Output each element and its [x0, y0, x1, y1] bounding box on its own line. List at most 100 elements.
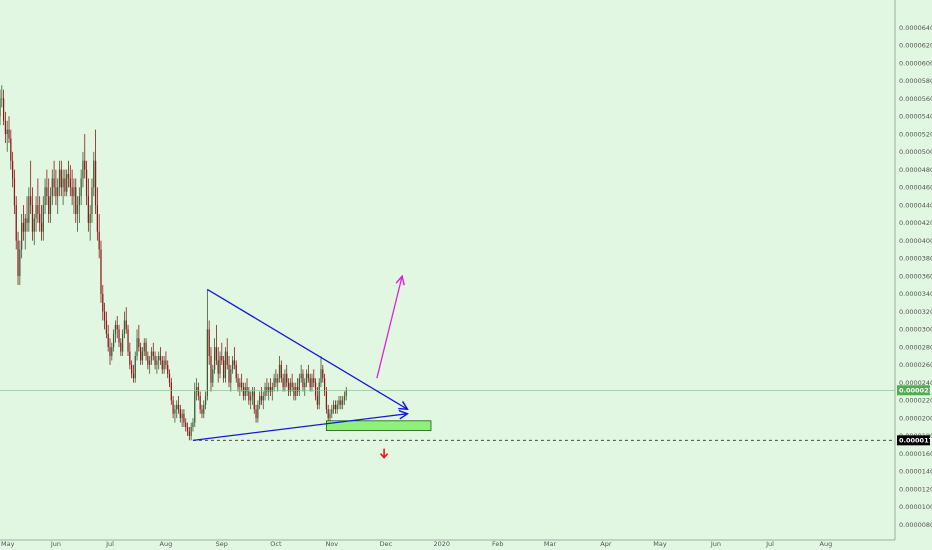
candle-body — [118, 329, 120, 343]
candle — [181, 409, 183, 428]
candle — [46, 169, 48, 206]
candle-body — [10, 138, 12, 161]
candle — [118, 324, 120, 348]
candle-body — [1, 98, 3, 100]
candle — [71, 169, 73, 206]
candle — [293, 382, 295, 401]
candle — [231, 356, 234, 374]
candle-body — [21, 222, 23, 250]
candle-body — [60, 169, 62, 188]
candle — [30, 160, 32, 214]
candle-body — [62, 178, 64, 188]
price-tick-label: 0.00002200 — [899, 397, 932, 405]
candle — [13, 169, 16, 214]
price-tick-label: 0.00003000 — [899, 326, 932, 334]
candle — [87, 178, 89, 232]
candle — [222, 356, 225, 383]
triangle-lower-trendline[interactable] — [192, 414, 408, 441]
candle-body — [141, 351, 144, 361]
candle — [287, 378, 290, 396]
candle — [168, 369, 171, 388]
candle-body — [0, 98, 1, 117]
candle-body — [15, 205, 17, 241]
breakout-target-arrow[interactable] — [376, 276, 402, 379]
candle-body — [152, 351, 154, 356]
candle-body — [336, 404, 338, 410]
candle — [89, 205, 91, 241]
candle-body — [58, 169, 61, 188]
candle — [345, 387, 347, 401]
price-tick-label: 0.00004200 — [899, 219, 932, 227]
candle — [340, 395, 342, 410]
candle-body — [165, 360, 167, 365]
candle-body — [246, 387, 248, 392]
candle — [185, 418, 187, 432]
candle-body — [76, 205, 79, 214]
price-tick-label: 0.00001400 — [899, 468, 932, 476]
candle — [127, 324, 129, 356]
price-axis[interactable]: 0.00006400 0.00006200 0.00006000 0.00005800… — [899, 24, 932, 529]
candle — [125, 307, 127, 334]
candle — [183, 409, 185, 428]
time-tick-label: Nov — [325, 540, 338, 548]
candle-body — [210, 356, 212, 383]
candle-body — [140, 347, 142, 361]
candle — [39, 196, 41, 232]
candle-body — [244, 387, 246, 396]
candle — [278, 356, 281, 383]
time-axis[interactable]: May Jun Jul Aug Sep Oct Nov Dec 2020 Feb Mar Apr May… — [1, 540, 832, 548]
candle — [35, 196, 37, 232]
candle-body — [316, 395, 319, 405]
price-tick-label: 0.00003600 — [899, 272, 932, 280]
candle-body — [280, 364, 282, 379]
candle-body — [44, 187, 46, 206]
candle-body — [320, 369, 322, 383]
candle — [156, 356, 158, 374]
candle-body — [167, 364, 169, 374]
candle-body — [123, 320, 126, 334]
candle — [48, 178, 50, 223]
candle — [201, 404, 203, 419]
candle-body — [278, 364, 281, 379]
candle — [58, 160, 61, 197]
candle — [140, 342, 142, 365]
price-tick-label: 0.00003800 — [899, 255, 932, 263]
candle-body — [257, 404, 259, 419]
candle — [176, 400, 178, 419]
price-tick-label: 0.00000800 — [899, 521, 932, 529]
triangle-upper-trendline[interactable] — [207, 288, 407, 409]
candle — [233, 347, 236, 370]
support-zone-box[interactable] — [325, 420, 432, 431]
candle — [197, 382, 199, 401]
breakdown-arrow-icon[interactable] — [379, 448, 389, 459]
candle — [309, 373, 311, 392]
candle-body — [253, 391, 255, 410]
candle-body — [192, 422, 194, 428]
candle — [338, 395, 340, 410]
candle-body — [127, 329, 129, 352]
candle — [195, 378, 198, 401]
candle-body — [201, 409, 203, 414]
candle — [132, 364, 135, 383]
candle-body — [138, 338, 140, 348]
candle — [136, 329, 138, 361]
candle — [295, 382, 297, 401]
candle — [307, 364, 309, 383]
candle — [15, 196, 17, 250]
candle — [314, 378, 317, 401]
current-price-tag: 0.00002314 — [897, 385, 932, 396]
candle-body — [289, 382, 291, 392]
candle — [93, 151, 95, 197]
candle — [121, 329, 124, 356]
candle — [62, 169, 64, 206]
candle-body — [208, 329, 210, 356]
candle — [323, 373, 326, 396]
candle-body — [183, 413, 185, 423]
price-tick-label: 0.00002600 — [899, 361, 932, 369]
candle — [145, 338, 147, 361]
candle-body — [46, 187, 48, 197]
candle-body — [322, 369, 324, 379]
candle — [341, 395, 344, 410]
candle-body — [273, 378, 275, 388]
